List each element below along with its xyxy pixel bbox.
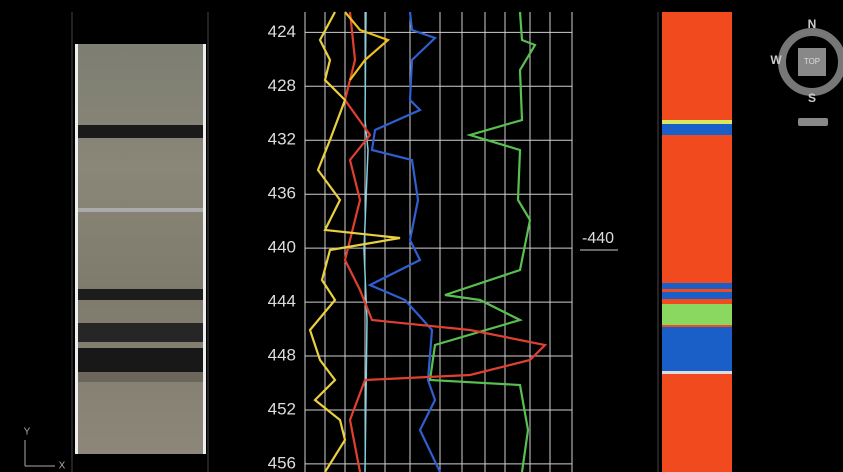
- core-image: [72, 12, 208, 472]
- top-label: TOP: [804, 57, 820, 66]
- depth-tick-label: 436: [268, 184, 296, 203]
- lithology-column: [658, 12, 732, 472]
- depth-tick-label: 448: [268, 346, 296, 365]
- depth-tick-label: 456: [268, 453, 296, 472]
- depth-tick-label: 444: [268, 292, 296, 311]
- view-button[interactable]: [798, 118, 828, 126]
- x-label: X: [59, 461, 66, 472]
- west-label: W: [770, 53, 782, 67]
- depth-tick-label: 452: [268, 399, 296, 418]
- depth-tick-label: 432: [268, 130, 296, 149]
- south-label: S: [808, 91, 816, 105]
- well-log-view: 424 428 432 436 440 444 448 452 456 -440: [0, 0, 843, 472]
- page: 424 428 432 436 440 444 448 452 456 -440: [0, 0, 843, 472]
- y-label: Y: [24, 427, 31, 438]
- depth-tick-label: 424: [268, 22, 296, 41]
- north-label: N: [808, 17, 817, 31]
- depth-tick-label: 428: [268, 76, 296, 95]
- depth-marker: -440: [580, 230, 618, 250]
- depth-tick-label: 440: [268, 238, 296, 257]
- marker-label: -440: [582, 230, 614, 247]
